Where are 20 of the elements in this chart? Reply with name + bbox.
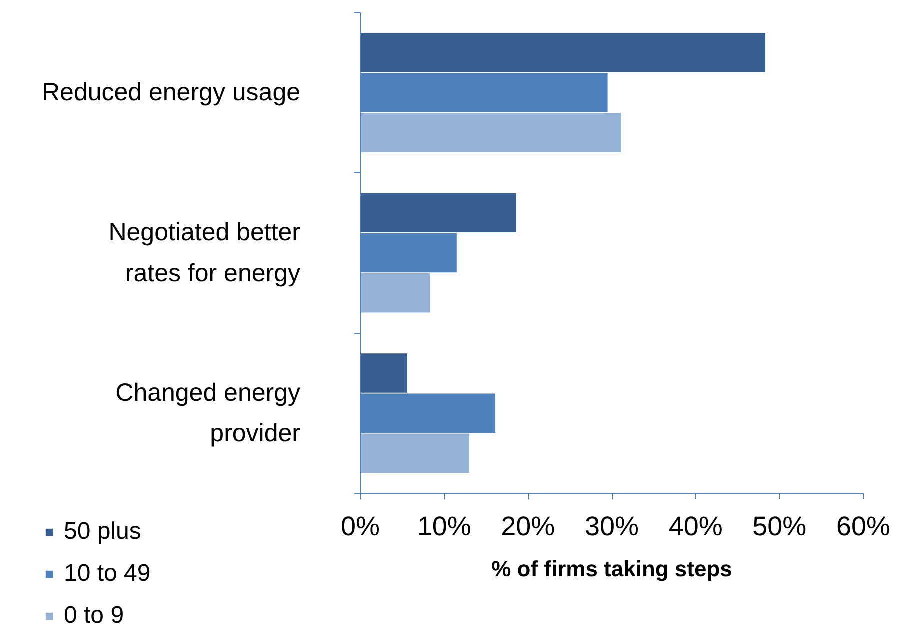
x-tick-label: 10% bbox=[417, 512, 472, 542]
x-tick-label: 40% bbox=[668, 512, 723, 542]
y-tick-label: Changed energy provider bbox=[116, 379, 301, 448]
x-tick-label: 30% bbox=[584, 512, 640, 542]
x-tick-label: 0% bbox=[340, 512, 380, 542]
y-tick-label: Reduced energy usage bbox=[42, 78, 301, 107]
bar bbox=[360, 354, 408, 393]
bar bbox=[360, 273, 430, 313]
bar bbox=[360, 32, 766, 72]
legend-label: 50 plus bbox=[64, 518, 142, 546]
x-tick-label: 50% bbox=[752, 512, 807, 542]
y-tick-label: Negotiated better rates for energy bbox=[108, 218, 301, 288]
legend-label: 10 to 49 bbox=[64, 560, 151, 588]
bar bbox=[360, 193, 516, 233]
bar bbox=[360, 113, 622, 152]
bar bbox=[360, 434, 470, 474]
x-axis-title: % of firms taking steps bbox=[492, 556, 732, 582]
x-tick-label: 60% bbox=[836, 512, 891, 542]
legend-label: 0 to 9 bbox=[64, 602, 124, 630]
x-tick-label: 20% bbox=[501, 512, 556, 542]
